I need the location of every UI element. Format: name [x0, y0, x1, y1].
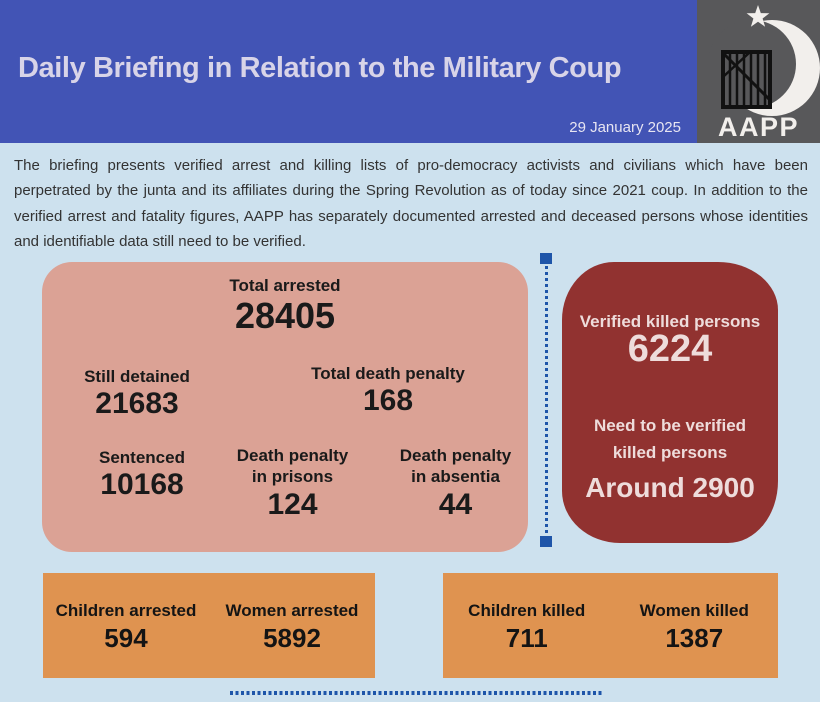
divider-dotted-line	[545, 266, 548, 534]
killed-demographics-box: Children killed 711 Women killed 1387	[443, 573, 778, 678]
stat-sentenced: Sentenced 10168	[47, 447, 237, 502]
stat-value: 1387	[665, 623, 724, 654]
aapp-logo: AAPP	[697, 0, 820, 143]
stat-still-detained: Still detained 21683	[42, 366, 232, 421]
stat-death-penalty-prisons: Death penalty in prisons 124	[220, 445, 365, 521]
stat-children-killed: Children killed 711	[443, 573, 611, 678]
stat-label: Still detained	[84, 367, 190, 386]
stat-label: Children killed	[468, 601, 586, 620]
stat-value: 28405	[234, 295, 336, 337]
arrest-stats-box: Total arrested 28405 Still detained 2168…	[42, 262, 528, 552]
divider-endpoint-bottom	[540, 536, 552, 547]
intro-paragraph: The briefing presents verified arrest an…	[14, 157, 808, 251]
dotted-divider-horizontal	[230, 691, 603, 695]
briefing-date: 29 January 2025	[569, 119, 681, 136]
killed-stats-box: Verified killed persons 6224 Need to be …	[562, 262, 778, 543]
stat-value: 21683	[95, 387, 179, 421]
divider-endpoint-top	[540, 253, 552, 264]
stat-value: 6224	[627, 328, 713, 370]
stat-label: Death penalty in absentia	[399, 446, 512, 487]
logo-text: AAPP	[718, 112, 799, 142]
stat-label: Verified killed persons	[579, 312, 761, 331]
dotted-divider-vertical	[540, 253, 552, 547]
stat-label: Sentenced	[99, 448, 185, 467]
stat-label: Total death penalty	[311, 364, 465, 383]
stat-total-death-penalty: Total death penalty 168	[273, 363, 503, 418]
stat-label: Total arrested	[229, 276, 341, 295]
stat-value: 168	[362, 384, 414, 418]
stat-value: Around 2900	[585, 472, 755, 503]
header-banner: Daily Briefing in Relation to the Milita…	[0, 0, 820, 143]
stat-women-arrested: Women arrested 5892	[209, 573, 375, 678]
arrested-demographics-box: Children arrested 594 Women arrested 589…	[43, 573, 375, 678]
stat-label: Women arrested	[225, 601, 359, 620]
stat-value: 124	[267, 487, 318, 521]
stat-label: Need to be verified killed persons	[593, 416, 747, 463]
stat-value: 10168	[100, 468, 184, 502]
stat-value: 5892	[263, 623, 321, 654]
stat-value: 44	[438, 487, 473, 521]
stat-label: Children arrested	[55, 601, 197, 620]
stat-women-killed: Women killed 1387	[611, 573, 779, 678]
stat-death-penalty-absentia: Death penalty in absentia 44	[383, 445, 528, 521]
stat-total-arrested: Total arrested 28405	[42, 275, 528, 337]
stat-label: Death penalty in prisons	[236, 446, 349, 487]
star-icon	[746, 5, 770, 27]
stat-label: Women killed	[639, 601, 749, 620]
header-blue-panel: Daily Briefing in Relation to the Milita…	[0, 0, 697, 143]
stat-value: 594	[104, 623, 148, 654]
prison-gate-icon	[721, 50, 772, 109]
stat-value: 711	[505, 623, 548, 654]
stat-children-arrested: Children arrested 594	[43, 573, 209, 678]
aapp-logo-graphic: AAPP	[708, 5, 820, 142]
page-title: Daily Briefing in Relation to the Milita…	[18, 52, 622, 84]
